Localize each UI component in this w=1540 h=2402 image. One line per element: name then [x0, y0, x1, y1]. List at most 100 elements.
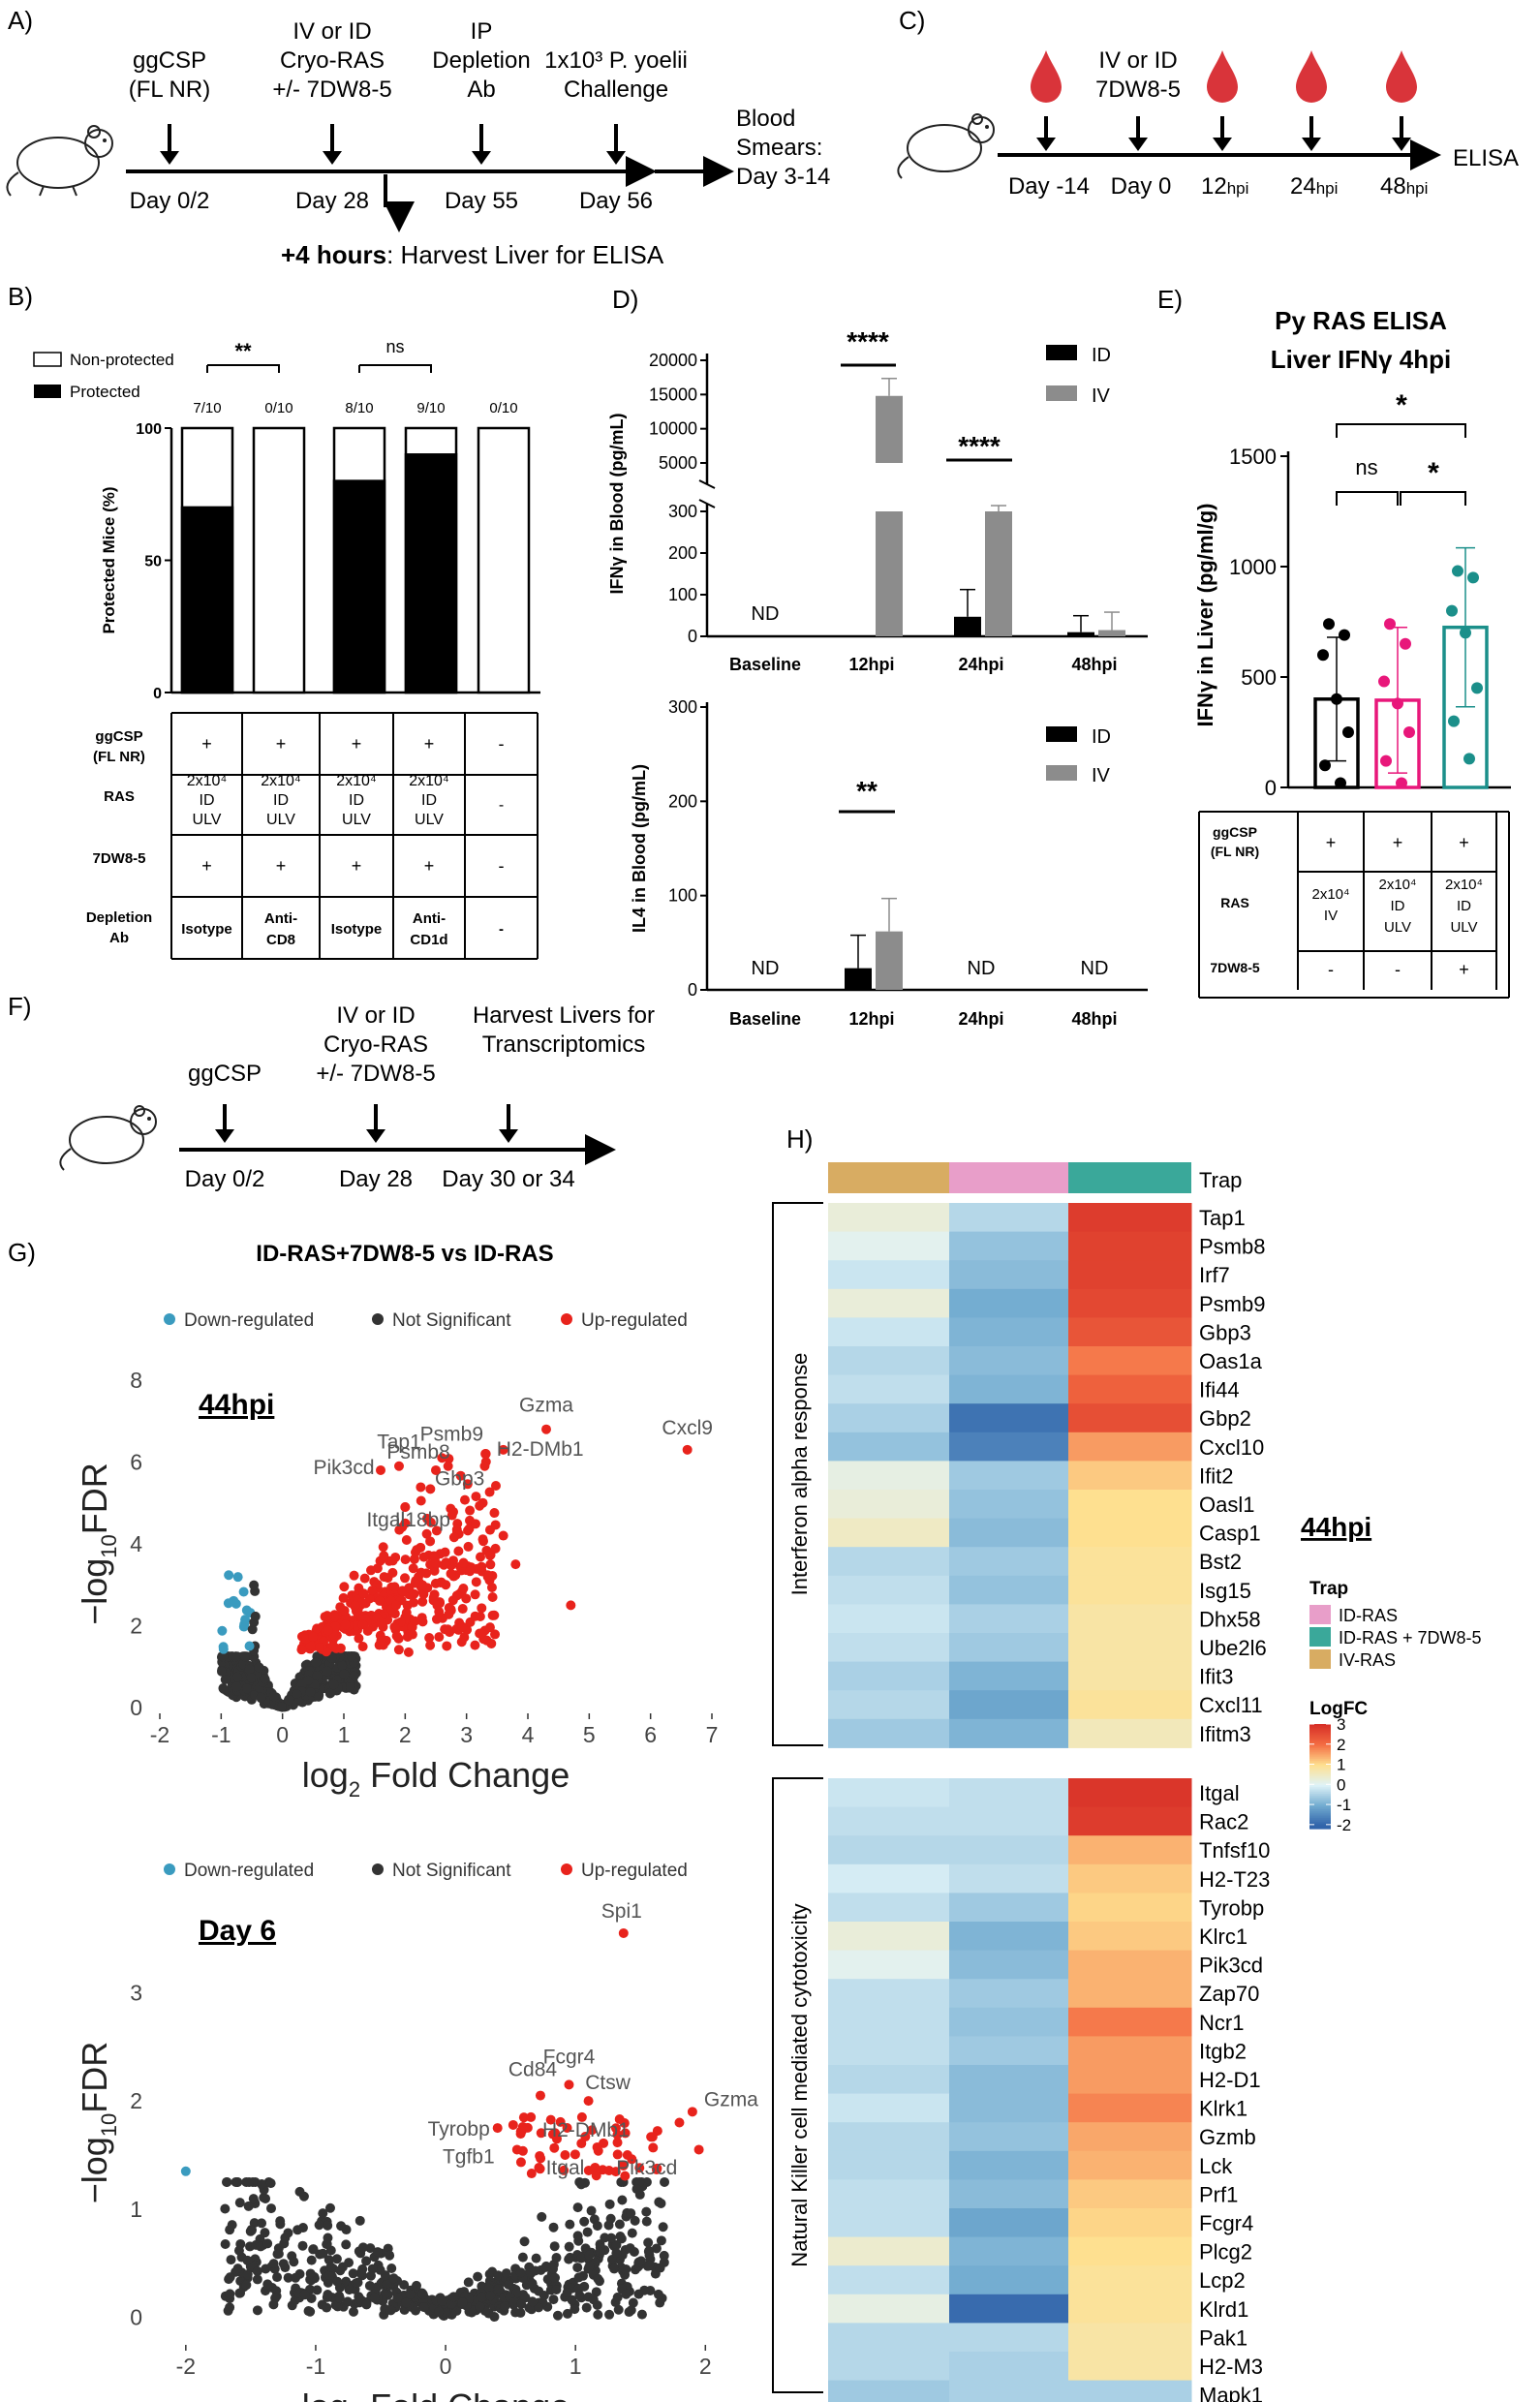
- table-cell: 2x10⁴: [409, 773, 449, 789]
- bar-ID: [845, 968, 872, 990]
- bar-IV: [876, 395, 903, 463]
- heatmap-cell: [949, 2150, 1069, 2180]
- y-tick-label: 0: [130, 2305, 142, 2330]
- heatmap-cell: [1068, 1806, 1192, 1836]
- fraction-label: 7/10: [193, 400, 221, 416]
- gene-label: Psmb8: [386, 1441, 449, 1463]
- volcano-point: [257, 2179, 267, 2190]
- x-tick-label: 6: [644, 1722, 657, 1747]
- volcano-point: [283, 2228, 293, 2238]
- labeled-gene-point: [618, 1927, 629, 1938]
- timeline-f-day-label: Day 28: [339, 1166, 413, 1192]
- colorbar-segment: [1309, 1779, 1331, 1782]
- volcano-point: [644, 2261, 655, 2271]
- volcano-point: [336, 2221, 347, 2232]
- volcano-point: [323, 1625, 333, 1636]
- gene-row-label: Oasl1: [1199, 1493, 1254, 1517]
- volcano-point: [458, 1583, 469, 1593]
- volcano-point: [345, 1680, 355, 1691]
- volcano-point: [411, 2305, 421, 2316]
- trap-color-bar: [1068, 1162, 1191, 1193]
- heatmap-cell: [828, 1374, 950, 1404]
- gene-row-label: Casp1: [1199, 1522, 1261, 1546]
- sig-bracket: [1336, 491, 1399, 506]
- volcano-point: [621, 2289, 631, 2299]
- gene-row-label: Ifit2: [1199, 1463, 1233, 1488]
- volcano-point: [551, 2134, 562, 2144]
- gene-row-label: Prf1: [1199, 2182, 1238, 2206]
- volcano-point: [378, 1542, 388, 1553]
- volcano-point: [303, 1675, 314, 1685]
- colorbar-segment: [1309, 1740, 1331, 1742]
- legend-iv-swatch: [1046, 385, 1077, 401]
- volcano-point: [482, 1570, 493, 1581]
- legend-dot: [561, 1863, 572, 1875]
- heatmap-cell: [949, 2294, 1069, 2324]
- volcano-point: [564, 2254, 574, 2264]
- heatmap-cell: [1068, 1863, 1192, 1894]
- colorbar-segment: [1309, 1772, 1331, 1775]
- legend-label: Not Significant: [392, 1861, 511, 1881]
- colorbar-segment: [1309, 1771, 1331, 1773]
- volcano-point: [244, 1664, 255, 1675]
- axis-break: [698, 479, 716, 489]
- timeline-a-arrow-head: [160, 151, 179, 165]
- nd-label: ND: [752, 958, 780, 979]
- volcano-point: [615, 2232, 626, 2242]
- gene-label: Tgfb1: [443, 2145, 495, 2168]
- table-cell: 2x10⁴: [187, 773, 228, 789]
- volcano-point: [311, 1657, 322, 1668]
- timeline-f-event-text: Harvest Livers for: [473, 1002, 655, 1029]
- y-tick-label: 0: [688, 980, 697, 1000]
- heatmap-cell: [949, 2007, 1069, 2037]
- volcano-point: [234, 2198, 245, 2208]
- volcano-point: [218, 1651, 229, 1662]
- volcano-point: [477, 1536, 488, 1547]
- volcano-point: [361, 2256, 372, 2266]
- heatmap-cell: [1068, 2294, 1192, 2324]
- heatmap-cell: [1068, 1461, 1192, 1491]
- heatmap-cell: [949, 1922, 1069, 1952]
- colorbar-segment: [1309, 1790, 1331, 1793]
- volcano-point: [501, 2268, 511, 2279]
- table-cell: ID: [1457, 898, 1471, 914]
- volcano-point: [548, 2222, 559, 2233]
- colorbar-segment: [1309, 1786, 1331, 1790]
- trap-legend-label: IV-RAS: [1339, 1650, 1396, 1670]
- labeled-gene-point: [400, 1501, 411, 1512]
- volcano-point: [485, 2291, 496, 2301]
- volcano-point: [348, 2268, 358, 2279]
- volcano-point: [475, 1500, 485, 1511]
- axis-title-part: FDR: [75, 2042, 114, 2113]
- bar-nonprotected: [477, 426, 531, 694]
- timeline-f-event-text: IV or ID: [336, 1002, 415, 1029]
- volcano-point: [490, 1520, 501, 1530]
- heatmap-cell: [949, 1490, 1069, 1520]
- legend-id-swatch: [1046, 345, 1077, 360]
- table-cell: ULV: [193, 812, 222, 828]
- volcano-point: [408, 1597, 418, 1608]
- volcano-point: [275, 2216, 286, 2227]
- gene-row-label: Isg15: [1199, 1579, 1251, 1603]
- volcano-point: [527, 2296, 538, 2307]
- heatmap-cell: [828, 2352, 950, 2382]
- volcano-point: [548, 2263, 559, 2274]
- gene-row-label: Rac2: [1199, 1810, 1248, 1834]
- gene-row-label: Ncr1: [1199, 2011, 1244, 2035]
- volcano-point: [241, 2280, 252, 2291]
- volcano-point: [641, 2206, 652, 2217]
- volcano-point: [243, 2201, 254, 2211]
- labeled-gene-point: [564, 2079, 574, 2090]
- table-cell: ID: [421, 792, 437, 809]
- gene-row-label: Dhx58: [1199, 1607, 1261, 1631]
- heatmap-cell: [828, 1778, 950, 1808]
- heatmap-cell: [1068, 1403, 1192, 1433]
- volcano-point: [231, 1651, 241, 1662]
- volcano-point: [457, 2297, 468, 2308]
- volcano-point: [315, 1642, 325, 1652]
- volcano-point: [490, 1629, 501, 1640]
- volcano-panel-label: Day 6: [199, 1915, 276, 1947]
- timeline-a-event-text: IV or ID: [293, 18, 371, 45]
- volcano-point: [627, 2228, 637, 2238]
- heatmap-cell: [1068, 1547, 1192, 1577]
